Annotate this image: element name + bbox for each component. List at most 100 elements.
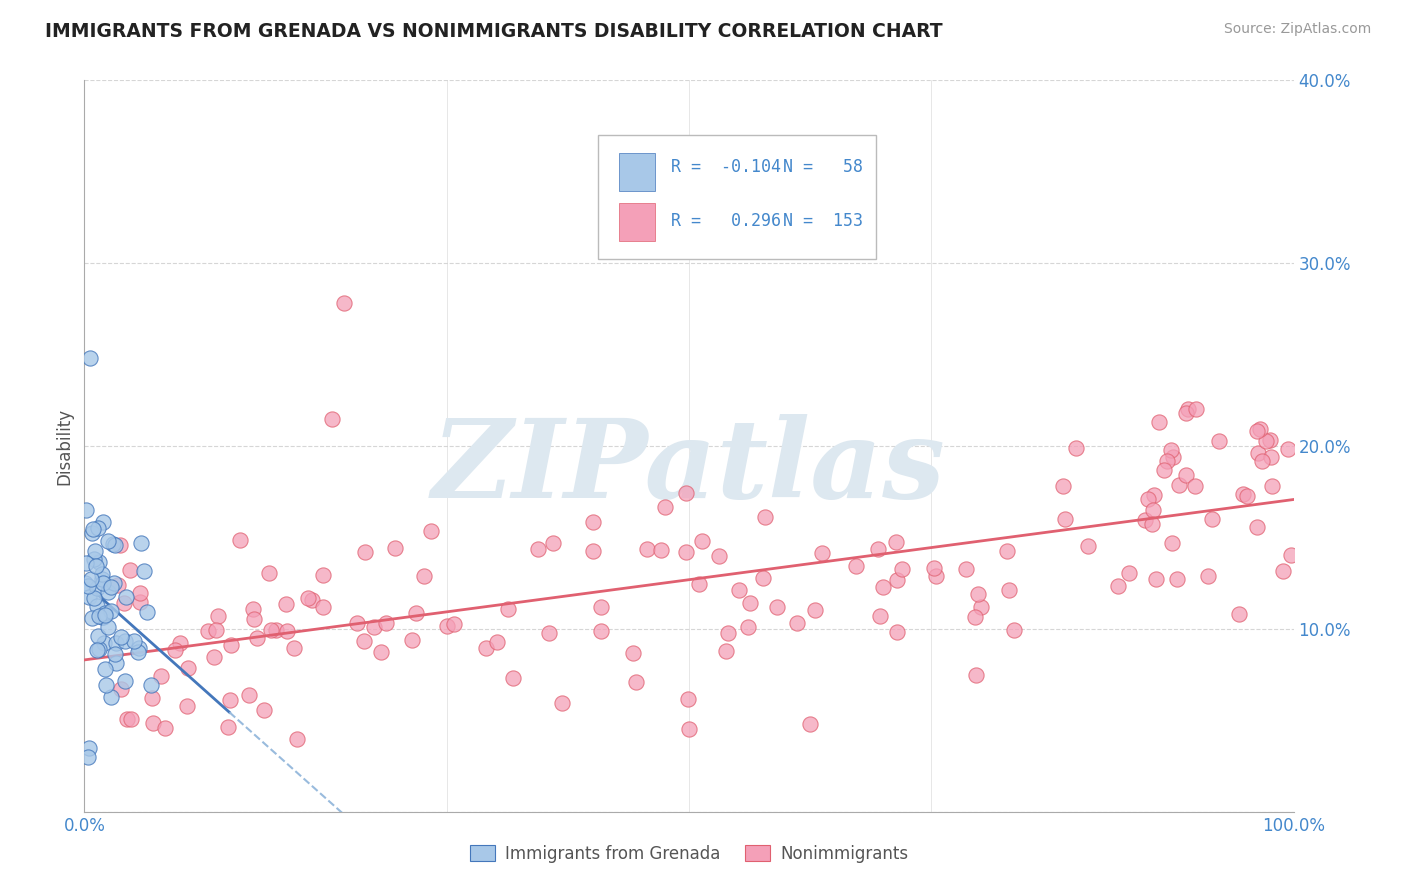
Point xyxy=(811,546,834,560)
Point xyxy=(1142,503,1164,517)
Point xyxy=(375,615,398,630)
Point xyxy=(142,716,165,731)
Point xyxy=(1279,549,1302,563)
Text: R =  -0.104: R = -0.104 xyxy=(671,158,780,176)
Point xyxy=(93,608,115,623)
Point xyxy=(688,576,710,591)
Text: N =  153: N = 153 xyxy=(783,211,863,230)
Point xyxy=(202,650,225,665)
Point xyxy=(104,657,127,671)
Point xyxy=(246,632,269,646)
Point xyxy=(177,661,200,675)
Point xyxy=(922,560,945,574)
Point xyxy=(1249,422,1271,436)
Point xyxy=(253,703,276,717)
Point xyxy=(486,634,509,648)
Point xyxy=(1160,443,1182,458)
Point xyxy=(353,634,375,648)
Point xyxy=(89,555,111,569)
Point xyxy=(690,533,713,548)
Point xyxy=(963,610,986,624)
Point xyxy=(1236,489,1258,503)
Point xyxy=(998,582,1021,597)
Point xyxy=(1246,424,1268,438)
Point xyxy=(87,629,110,643)
Point xyxy=(229,533,252,547)
Point xyxy=(636,542,658,557)
Point xyxy=(845,559,868,574)
Point xyxy=(135,605,157,619)
Point xyxy=(91,610,114,624)
Point xyxy=(94,606,117,620)
Point xyxy=(87,609,110,624)
Point xyxy=(1246,520,1268,534)
Point xyxy=(891,562,914,576)
Point xyxy=(132,565,155,579)
Point xyxy=(496,602,519,616)
Point xyxy=(1133,512,1156,526)
FancyBboxPatch shape xyxy=(599,135,876,260)
Point xyxy=(1147,416,1170,430)
Point xyxy=(1142,517,1164,532)
Point xyxy=(766,599,789,614)
Point xyxy=(502,672,524,686)
Point xyxy=(474,640,496,655)
Point xyxy=(621,646,644,660)
Point xyxy=(86,581,108,595)
Point xyxy=(79,351,101,366)
Point xyxy=(124,633,146,648)
Point xyxy=(103,575,125,590)
Point xyxy=(128,586,150,600)
Point xyxy=(1153,463,1175,477)
Point xyxy=(100,690,122,705)
Point xyxy=(120,713,142,727)
Point xyxy=(1184,479,1206,493)
Point xyxy=(333,296,356,310)
Point xyxy=(283,641,305,656)
Point xyxy=(110,681,132,696)
Point xyxy=(872,580,894,594)
Point xyxy=(581,516,603,530)
Point xyxy=(93,575,115,590)
Point xyxy=(589,600,612,615)
Point xyxy=(675,486,697,500)
Legend: Immigrants from Grenada, Nonimmigrants: Immigrants from Grenada, Nonimmigrants xyxy=(463,838,915,869)
Point xyxy=(1161,536,1184,550)
Point xyxy=(197,624,219,639)
Point xyxy=(77,749,100,764)
Point xyxy=(129,536,152,550)
Point xyxy=(676,692,699,706)
Text: ZIPatlas: ZIPatlas xyxy=(432,414,946,522)
Point xyxy=(527,541,550,556)
Point xyxy=(321,411,343,425)
Point xyxy=(966,587,988,601)
Point xyxy=(799,717,821,731)
Text: IMMIGRANTS FROM GRENADA VS NONIMMIGRANTS DISABILITY CORRELATION CHART: IMMIGRANTS FROM GRENADA VS NONIMMIGRANTS… xyxy=(45,22,942,41)
Point xyxy=(1052,479,1074,493)
Point xyxy=(264,623,287,637)
Point xyxy=(714,644,737,658)
Point xyxy=(84,544,107,558)
Point xyxy=(100,581,122,595)
Point xyxy=(1174,467,1197,482)
Point xyxy=(1053,512,1076,526)
Point xyxy=(1184,402,1206,417)
Point xyxy=(582,544,605,558)
Point xyxy=(1197,569,1219,583)
Point xyxy=(77,579,100,593)
Point xyxy=(207,608,229,623)
Text: N =   58: N = 58 xyxy=(783,158,863,176)
Point xyxy=(91,515,114,529)
Point xyxy=(204,623,226,637)
Point xyxy=(1107,579,1129,593)
Point xyxy=(955,562,977,576)
Point xyxy=(153,721,176,735)
Point xyxy=(995,543,1018,558)
Point xyxy=(650,542,672,557)
Point xyxy=(165,643,187,657)
Point xyxy=(82,611,104,625)
Point xyxy=(1250,454,1272,468)
Point xyxy=(1161,450,1184,464)
Point xyxy=(127,645,149,659)
Point xyxy=(717,625,740,640)
